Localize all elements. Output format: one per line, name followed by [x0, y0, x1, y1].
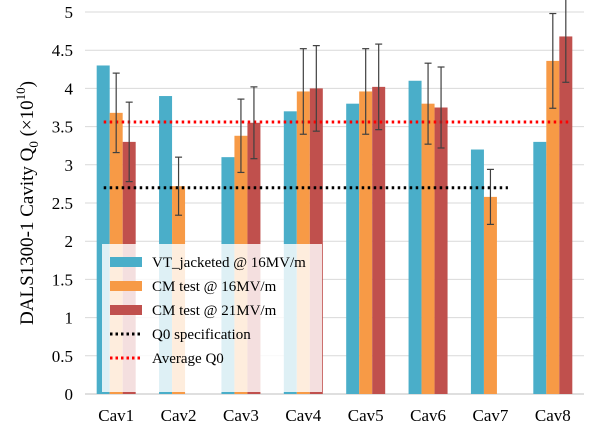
x-tick-label: Cav7 — [472, 406, 508, 425]
x-tick-label: Cav3 — [223, 406, 259, 425]
x-tick-label: Cav1 — [98, 406, 134, 425]
x-tick-label: Cav8 — [535, 406, 571, 425]
y-tick-label: 3.5 — [52, 118, 73, 137]
x-tick-label: Cav6 — [410, 406, 446, 425]
legend-label: VT_jacketed @ 16MV/m — [152, 255, 306, 271]
bar-2-cav8 — [546, 60, 560, 395]
legend-label: CM test @ 16MV/m — [152, 279, 277, 295]
y-tick-label: 2 — [65, 232, 74, 251]
bar-1-cav6 — [408, 80, 422, 394]
legend-background — [102, 244, 322, 392]
y-axis-label-unit: (×10 — [17, 100, 38, 141]
legend-swatch — [110, 257, 142, 267]
y-tick-label: 5 — [65, 3, 74, 22]
bar-2-cav7 — [483, 196, 497, 394]
y-axis-label: DALS1300-1 Cavity Q0 (×1010) — [13, 81, 41, 325]
bar-3-cav6 — [434, 107, 448, 394]
legend-label: CM test @ 21MV/m — [152, 303, 277, 319]
y-tick-label: 4.5 — [52, 41, 73, 60]
bar-1-cav8 — [533, 141, 547, 394]
x-tick-label: Cav5 — [348, 406, 384, 425]
legend-swatch — [110, 305, 142, 315]
y-tick-label: 1 — [65, 309, 74, 328]
bar-1-cav7 — [470, 149, 484, 394]
y-tick-label: 1.5 — [52, 270, 73, 289]
y-axis-label-exponent: 10 — [13, 87, 28, 100]
x-tick-label: Cav2 — [161, 406, 197, 425]
legend-label: Average Q0 — [152, 351, 224, 367]
y-tick-label: 3 — [65, 156, 74, 175]
bar-2-cav6 — [421, 103, 435, 395]
y-tick-label: 2.5 — [52, 194, 73, 213]
bar-3-cav8 — [559, 36, 573, 395]
x-tick-label: Cav4 — [285, 406, 321, 425]
bar-1-cav5 — [346, 103, 360, 395]
y-tick-label: 0 — [65, 385, 74, 404]
bar-3-cav5 — [372, 86, 386, 394]
legend-label: Q0 specification — [152, 327, 251, 343]
y-axis-label-close: ) — [17, 81, 38, 87]
y-axis-label-subscript: 0 — [26, 141, 41, 148]
y-tick-label: 4 — [65, 79, 74, 98]
y-tick-label: 0.5 — [52, 347, 73, 366]
legend-swatch — [110, 281, 142, 291]
bar-2-cav5 — [359, 91, 373, 395]
y-axis-title: DALS1300-1 Cavity Q0 (×1010) — [13, 81, 41, 325]
y-axis-label-main: DALS1300-1 Cavity Q — [17, 147, 38, 325]
